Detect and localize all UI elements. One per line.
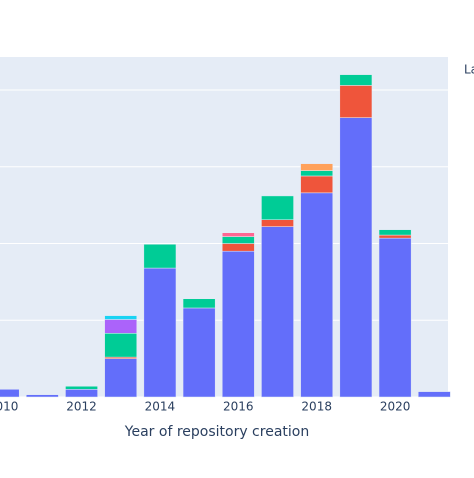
x-tick-label: 2020 — [380, 400, 411, 414]
bar-segment — [143, 267, 177, 398]
legend-title: La — [464, 63, 474, 77]
bar-segment — [339, 117, 373, 398]
bar-segment — [300, 170, 334, 177]
bar-segment — [221, 243, 255, 252]
x-tick-label: 2012 — [66, 400, 97, 414]
bar-segment — [104, 358, 138, 398]
x-tick-label: 2014 — [145, 400, 176, 414]
bar-segment — [221, 250, 255, 398]
bar-segment — [0, 389, 20, 398]
bar-segment — [378, 234, 412, 239]
bar-segment — [300, 163, 334, 171]
bar-segment — [221, 232, 255, 237]
bar-segment — [26, 394, 59, 398]
x-tick-label: 2010 — [0, 400, 18, 414]
bar-segment — [261, 195, 294, 220]
bar-segment — [104, 333, 138, 358]
bar-segment — [378, 229, 412, 236]
bar-segment — [65, 386, 98, 390]
x-axis-title: Year of repository creation — [124, 424, 309, 440]
bar-segment — [261, 219, 294, 227]
x-tick-label: 2016 — [223, 400, 254, 414]
bar-segment — [339, 85, 373, 118]
bar-segment — [221, 236, 255, 244]
bar-segment — [143, 244, 177, 269]
bar-segment — [104, 315, 138, 320]
bar-segment — [378, 237, 412, 398]
bar-segment — [417, 391, 451, 398]
bar-segment — [261, 226, 294, 398]
bar-segment — [65, 389, 98, 398]
bar-segment — [300, 175, 334, 194]
x-tick-label: 2018 — [301, 400, 332, 414]
bar-segment — [104, 319, 138, 334]
bar-segment — [182, 307, 216, 398]
bar-segment — [182, 298, 216, 309]
bar-segment — [300, 192, 334, 398]
bar-segment — [339, 74, 373, 86]
